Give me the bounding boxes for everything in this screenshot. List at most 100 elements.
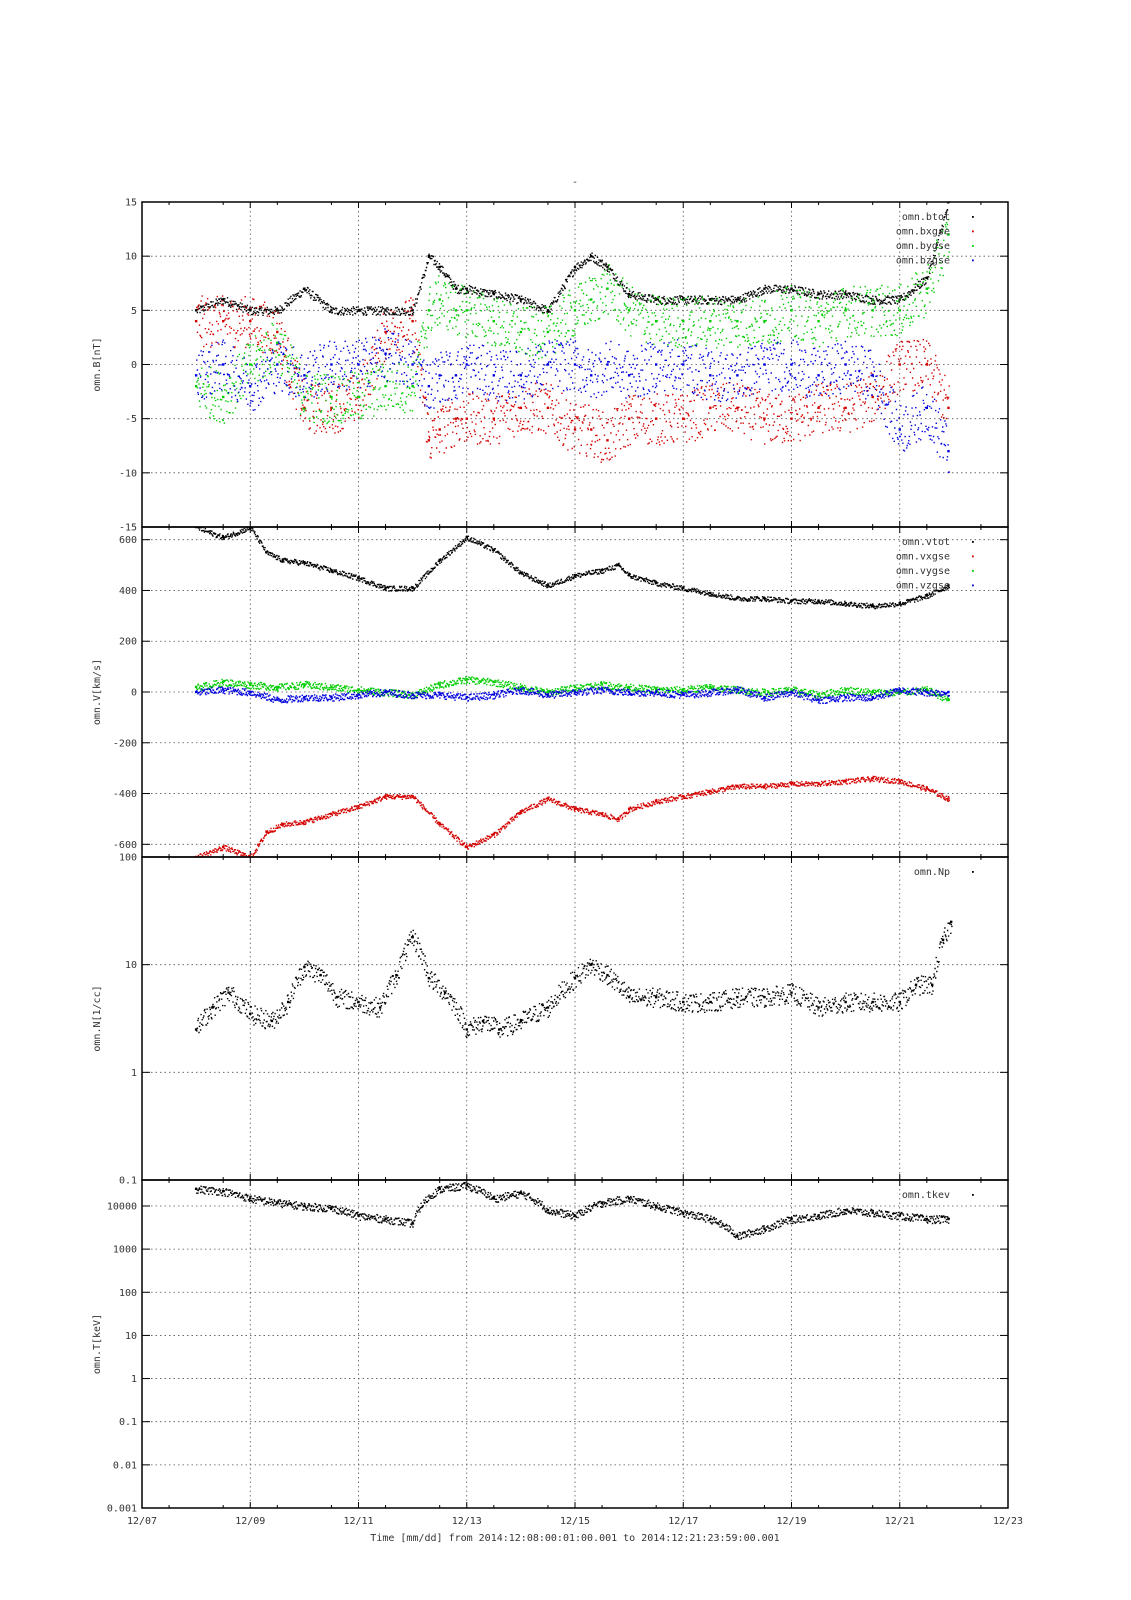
- data-point: [573, 574, 577, 577]
- legend-marker: [972, 871, 974, 873]
- data-point: [303, 683, 306, 686]
- series-omn-btot: [194, 202, 950, 316]
- data-point: [763, 784, 766, 788]
- y-tick-label: 600: [119, 535, 137, 546]
- data-point: [871, 604, 874, 607]
- data-point: [654, 298, 658, 301]
- legend-label: omn.bygse: [896, 241, 950, 252]
- data-point: [736, 995, 739, 999]
- data-point: [790, 309, 793, 312]
- series-omn-bxgse: [194, 295, 950, 463]
- data-point: [790, 363, 793, 366]
- data-point: [519, 1019, 523, 1023]
- data-point: [519, 1191, 523, 1195]
- data-point: [947, 797, 950, 800]
- data-point: [465, 417, 468, 420]
- data-point: [606, 973, 609, 977]
- data-point: [871, 309, 874, 312]
- data-point: [763, 995, 766, 999]
- data-point: [492, 319, 496, 323]
- data-point: [546, 1006, 550, 1009]
- legend-marker: [972, 245, 974, 247]
- data-point: [590, 374, 593, 377]
- data-point: [384, 1217, 387, 1221]
- y-axis-label: omn.V[km/s]: [92, 659, 103, 725]
- data-point: [947, 690, 950, 694]
- y-tick-label: -10: [119, 468, 137, 479]
- data-point: [682, 363, 685, 366]
- data-point: [590, 298, 593, 301]
- data-point: [925, 363, 929, 366]
- data-layer: [194, 1181, 950, 1240]
- data-point: [546, 330, 550, 334]
- data-point: [411, 319, 414, 323]
- y-tick-label: 100: [119, 1288, 137, 1299]
- data-point: [627, 417, 631, 420]
- data-point: [627, 690, 631, 694]
- data-point: [303, 965, 306, 969]
- y-tick-label: 1: [131, 1068, 137, 1079]
- y-tick-label: 0.1: [119, 1176, 137, 1187]
- y-tick-label: 10000: [107, 1201, 137, 1212]
- data-point: [411, 693, 414, 696]
- data-point: [546, 406, 550, 410]
- data-point: [898, 363, 901, 366]
- data-point: [898, 688, 901, 691]
- data-point: [194, 384, 198, 388]
- data-point: [709, 374, 712, 377]
- y-tick-label: -15: [119, 523, 137, 534]
- data-point: [411, 586, 414, 590]
- x-tick-label: 12/11: [343, 1516, 373, 1527]
- data-point: [454, 417, 458, 420]
- data-point: [438, 822, 441, 826]
- data-point: [590, 428, 593, 431]
- legend-label: omn.vtot: [902, 537, 950, 548]
- data-point: [573, 807, 577, 810]
- series-scatter-cloud: [196, 328, 950, 473]
- data-point: [844, 406, 847, 410]
- series-scatter-cloud: [196, 202, 950, 316]
- data-point: [384, 330, 387, 334]
- data-point: [925, 287, 929, 290]
- data-point: [411, 384, 414, 388]
- data-point: [519, 298, 523, 301]
- data-point: [736, 688, 739, 691]
- figure-title: -: [572, 177, 578, 188]
- plot-frame: [141, 1179, 1009, 1509]
- data-point: [330, 395, 333, 399]
- data-point: [763, 319, 766, 323]
- data-point: [303, 820, 306, 823]
- series-omn-Np: [194, 920, 953, 1039]
- y-tick-label: 0.01: [113, 1460, 137, 1471]
- data-point: [384, 352, 387, 355]
- data-point: [844, 363, 847, 366]
- y-tick-label: 400: [119, 586, 137, 597]
- data-point: [221, 535, 225, 539]
- data-point: [871, 1000, 874, 1004]
- data-point: [871, 395, 874, 399]
- data-point: [790, 417, 793, 420]
- data-point: [303, 374, 306, 377]
- data-point: [465, 678, 468, 681]
- data-point: [573, 363, 577, 366]
- y-tick-label: 1: [131, 1374, 137, 1385]
- series-scatter-cloud: [196, 686, 950, 705]
- data-point: [194, 319, 198, 323]
- data-point: [194, 1187, 198, 1191]
- data-point: [276, 309, 279, 312]
- data-point: [871, 695, 874, 699]
- data-point: [465, 363, 468, 366]
- data-point: [573, 265, 577, 269]
- panel-3: 100 10 1 0.1 omn.N[1/cc] omn.Np: [92, 853, 1009, 1187]
- y-tick-label: -600: [113, 840, 137, 851]
- data-point: [925, 787, 929, 790]
- data-point: [947, 1217, 950, 1221]
- data-point: [546, 690, 550, 694]
- data-point: [249, 690, 252, 694]
- data-point: [519, 406, 523, 410]
- data-point: [627, 574, 631, 577]
- data-point: [303, 1204, 306, 1208]
- legend-label: omn.vygse: [896, 566, 950, 577]
- y-tick-label: 0.001: [107, 1504, 137, 1515]
- data-point: [925, 594, 929, 597]
